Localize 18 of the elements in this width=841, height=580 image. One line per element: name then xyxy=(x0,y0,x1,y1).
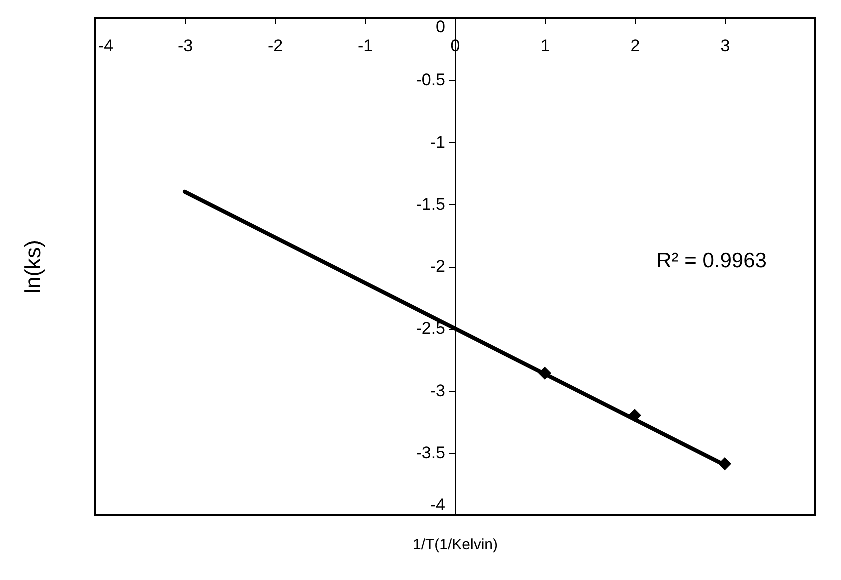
y-tick-label: -3 xyxy=(430,381,446,400)
y-tick-label: -2 xyxy=(430,257,446,276)
x-tick-label: 2 xyxy=(630,36,640,56)
y-axis-title: ln(ks) xyxy=(20,240,46,294)
x-axis-title: 1/T(1/Kelvin) xyxy=(412,536,498,554)
x-tick-label: 3 xyxy=(720,36,730,56)
y-tick-label: -3.5 xyxy=(416,443,446,462)
y-tick-label: 0 xyxy=(436,18,446,36)
x-tick-label: 1 xyxy=(540,36,550,56)
x-tick-label: -4 xyxy=(98,36,114,56)
x-tick-label: -3 xyxy=(178,36,194,56)
annotation: R² = 0.9963 xyxy=(656,250,767,273)
x-tick-label: -2 xyxy=(268,36,284,56)
y-tick-label: -1 xyxy=(430,132,446,152)
y-tick-label: -1.5 xyxy=(416,194,446,214)
y-tick-label: -0.5 xyxy=(416,70,446,90)
y-tick-label: -4 xyxy=(430,496,446,514)
x-tick-label: -1 xyxy=(358,36,374,56)
